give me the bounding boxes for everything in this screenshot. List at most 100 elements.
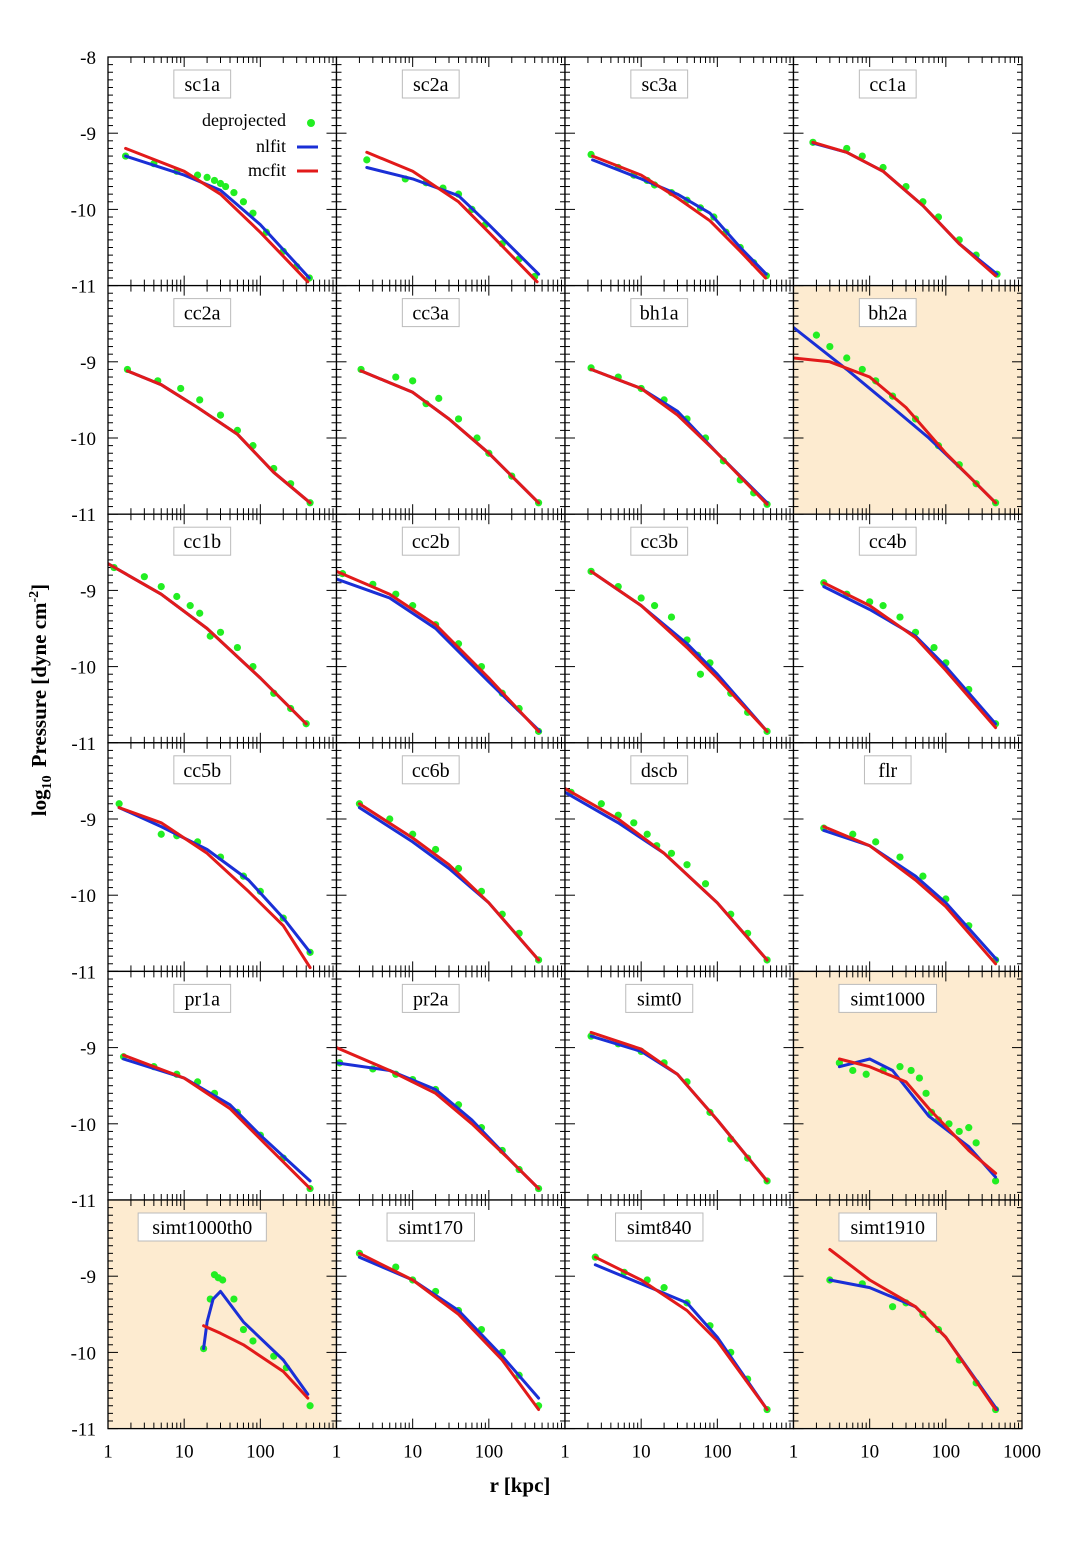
mcfit-line [357,802,541,962]
panel-label-text: cc3a [412,303,449,325]
mcfit-line [589,569,769,733]
y-axis-title-log: log [27,789,51,816]
deprojected-point [210,176,219,185]
deprojected-point [643,830,651,838]
legend: deprojected nlfit mcfit [202,110,318,180]
deprojected-point [919,872,927,880]
deprojected-point [239,198,248,206]
deprojected-point [630,819,638,827]
panel-cc1a: cc1a [792,56,1023,287]
x-tick-label: 1 [789,1442,799,1463]
panel-label: flr [863,755,912,785]
deprojected-point [660,1284,668,1292]
x-tick-label: 100 [932,1442,961,1463]
panel-data [123,365,314,507]
panel-label-box [838,983,938,1013]
y-tick-label: -9 [80,353,96,374]
deprojected-point [915,1074,924,1082]
legend-marker-deprojected [307,119,315,127]
panel-data [355,800,543,964]
panel-simt170: simt170 [335,1199,566,1430]
deprojected-point [858,365,866,374]
panel-label-box [137,1212,267,1242]
y-tick-label: -10 [71,429,96,450]
deprojected-point [249,1337,257,1345]
panel-label-box [173,755,232,785]
panel-data [355,1249,543,1411]
deprojected-point [409,377,417,385]
panel-data [336,569,543,735]
deprojected-point [907,1066,915,1075]
panel-label-box [858,298,917,328]
x-tick-label: 100 [246,1442,275,1463]
mcfit-line [124,146,310,284]
panel-label-text: dscb [641,760,678,782]
mcfit-line [822,825,998,966]
x-tick-label: 1000 [1003,1442,1041,1463]
panel-data [336,1046,543,1193]
panel-frame [792,1199,1023,1430]
nlfit-line [117,806,312,954]
y-axis-title-close: ] [27,584,51,591]
panel-label: simt1000th0 [137,1212,267,1242]
panel-bh1a: bh1a [564,284,795,515]
panel-data [587,364,771,508]
deprojected-point [597,800,605,808]
deprojected-point [930,643,938,652]
x-tick-label: 10 [403,1442,422,1463]
panel-label: cc4b [858,526,917,556]
panel-cc3a: cc3a [335,284,566,515]
panel-label: sc1a [173,69,232,99]
panel-label-text: cc1b [183,531,221,553]
y-tick-label: -11 [71,277,96,298]
nlfit-line [202,1289,310,1396]
panel-label: cc5b [173,755,232,785]
panel-label: bh1a [630,298,689,328]
panel-label-text: simt1000 [851,988,925,1010]
deprojected-point [177,384,185,393]
x-tick-label: 1 [560,1442,570,1463]
panel-data [587,1030,771,1185]
deprojected-point [965,1124,973,1132]
deprojected-point [667,613,676,621]
panel-label-box [173,526,232,556]
deprojected-point [896,1063,904,1071]
mcfit-line [125,369,312,505]
panel-label: cc1a [858,69,917,99]
panel-label-text: cc6b [412,760,450,782]
deprojected-point [955,1127,963,1136]
deprojected-point [683,861,691,869]
x-tick-label: 1 [332,1442,342,1463]
panel-cc4b: cc4b [792,513,1023,744]
x-tick-label: 10 [632,1442,651,1463]
x-tick-label: 100 [475,1442,504,1463]
deprojected-point [835,1059,843,1067]
panel-label-box [863,755,912,785]
deprojected-point [637,594,645,602]
deprojected-point [196,609,204,617]
panel-label-box [173,298,232,328]
deprojected-point [435,394,443,402]
mcfit-line [593,1255,769,1411]
y-tick-label: -11 [71,1191,96,1212]
mcfit-line [357,1251,541,1411]
panel-data [826,1248,1000,1414]
panel-label-box [630,526,689,556]
panel-cc2a: cc2a [107,284,338,515]
panel-cc5b: cc5b [107,742,338,973]
mcfit-line [589,367,769,506]
deprojected-point [115,800,123,808]
panel-label-text: bh2a [868,303,907,325]
panel-label: cc3b [630,526,689,556]
deprojected-point [173,592,181,601]
panel-label: dscb [630,755,689,785]
legend-label-mcfit: mcfit [248,160,286,180]
mcfit-line [359,369,541,505]
panel-data [820,824,1000,966]
nlfit-line [837,1057,998,1179]
legend-label-nlfit: nlfit [256,136,286,156]
panel-label: simt170 [386,1212,475,1242]
panel-label: simt1000 [838,983,938,1013]
panel-label: cc2b [401,526,460,556]
y-tick-label: -9 [80,810,96,831]
